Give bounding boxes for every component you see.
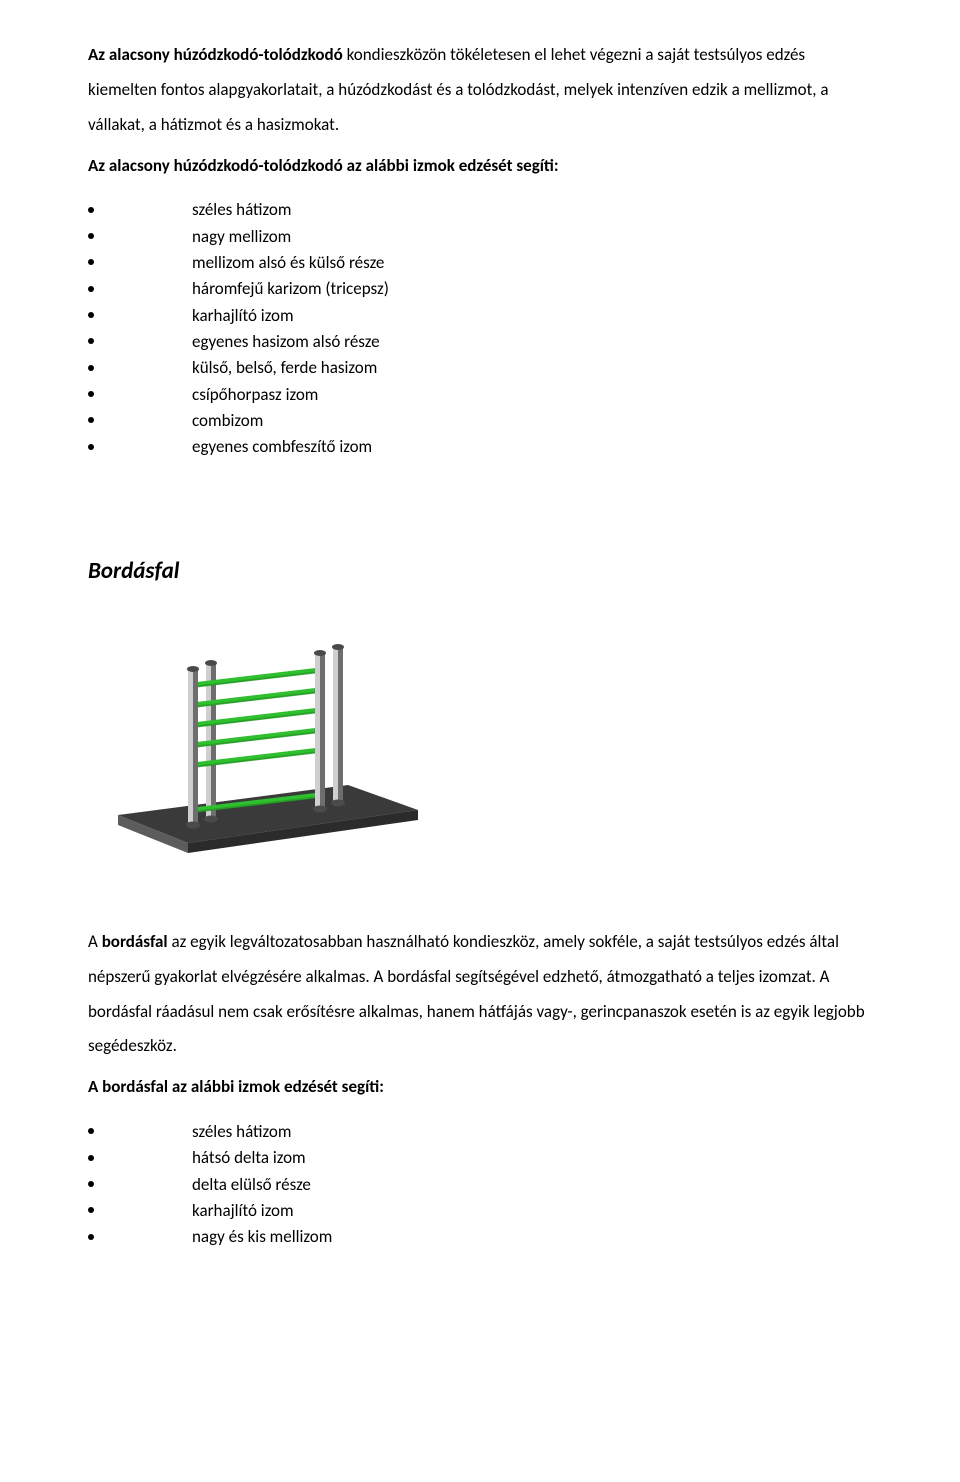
muscle-list-1: széles hátizomnagy mellizommellizom alsó… <box>88 197 872 460</box>
list-item: széles hátizom <box>88 1119 872 1145</box>
intro-paragraph-2: Az alacsony húzódzkodó-tolódzkodó az alá… <box>88 149 872 184</box>
list-item: háromfejű karizom (tricepsz) <box>88 276 872 302</box>
list-item: combizom <box>88 408 872 434</box>
list-item: egyenes combfeszítő izom <box>88 434 872 460</box>
list-item: nagy és kis mellizom <box>88 1224 872 1250</box>
list-item: széles hátizom <box>88 197 872 223</box>
section2-text-a: A <box>88 931 102 952</box>
section2-bold: bordásfal <box>102 931 168 952</box>
list-item: mellizom alsó és külső része <box>88 250 872 276</box>
section-title-bordasfal: Bordásfal <box>88 557 872 585</box>
intro-paragraph-1: Az alacsony húzódzkodó-tolódzkodó kondie… <box>88 38 872 143</box>
section2-paragraph-2: A bordásfal az alábbi izmok edzését segí… <box>88 1070 872 1105</box>
list-item: delta elülső része <box>88 1172 872 1198</box>
intro-bold-1: Az alacsony húzódzkodó-tolódzkodó <box>88 44 343 65</box>
muscle-list-2: széles hátizomhátsó delta izomdelta elül… <box>88 1119 872 1251</box>
list-item: egyenes hasizom alsó része <box>88 329 872 355</box>
bordasfal-svg <box>88 615 428 855</box>
list-item: karhajlító izom <box>88 303 872 329</box>
list-item: nagy mellizom <box>88 224 872 250</box>
list-item: karhajlító izom <box>88 1198 872 1224</box>
list-item: csípőhorpasz izom <box>88 382 872 408</box>
section2-text-b: az egyik legváltozatosabban használható … <box>88 931 865 1057</box>
list-item: hátsó delta izom <box>88 1145 872 1171</box>
list-item: külső, belső, ferde hasizom <box>88 355 872 381</box>
bordasfal-figure <box>88 615 872 855</box>
section2-paragraph-1: A bordásfal az egyik legváltozatosabban … <box>88 925 872 1064</box>
